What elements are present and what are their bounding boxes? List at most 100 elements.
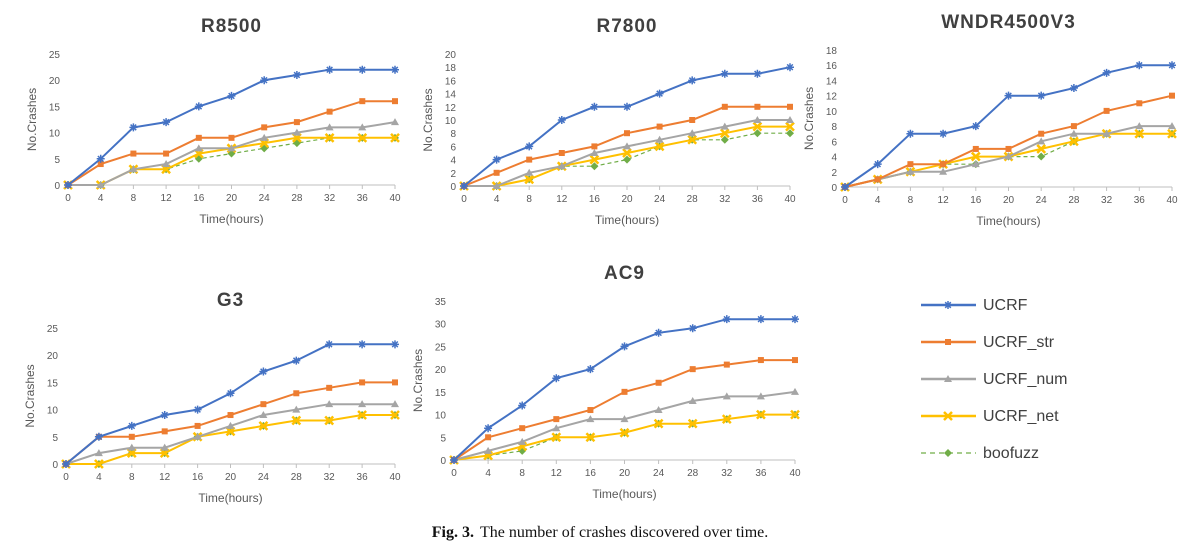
data-point [260,401,267,408]
data-point [1168,122,1176,130]
data-point [259,411,268,419]
data-point [129,123,138,132]
data-point [551,432,562,443]
data-point [391,400,399,408]
data-point [292,405,301,413]
data-point [96,154,105,163]
data-point [1169,92,1175,99]
y-tick-label: 12 [826,92,838,103]
data-point [518,401,527,410]
x-tick-label: 8 [519,468,525,479]
data-point [1069,84,1078,93]
y-tick-label: 16 [826,61,838,72]
y-tick-label: 35 [435,297,447,308]
y-axis-label: No.Crashes [25,88,39,151]
data-point [261,124,268,131]
y-tick-label: 25 [435,342,447,353]
series-line [453,390,796,461]
data-point [940,161,947,168]
legend-item-ucrf-str: UCRF_str [921,334,1055,351]
data-point [292,356,301,365]
data-point [874,176,881,183]
x-tick-label: 40 [389,472,401,483]
data-point [485,434,492,441]
data-point [1103,107,1110,114]
data-point [358,65,367,74]
data-point [526,156,533,163]
data-point [324,415,335,426]
data-point [687,418,698,429]
data-point [791,387,799,395]
data-point [654,406,663,414]
y-tick-label: 10 [445,116,457,127]
x-tick-label: 36 [357,193,369,204]
data-point [722,392,731,400]
data-point [492,155,501,164]
series-ucrf-net [63,132,400,190]
data-point [524,174,535,185]
data-point [939,129,948,138]
x-tick-label: 36 [752,194,764,205]
x-tick-label: 4 [485,468,491,479]
data-point [1069,136,1079,147]
data-point [721,414,732,424]
y-tick-label: 5 [54,155,60,166]
data-point [97,161,104,168]
data-point [623,102,631,111]
data-point [391,340,399,349]
data-point [1005,145,1012,152]
x-tick-label: 12 [159,472,171,483]
y-tick-label: 0 [52,460,58,471]
caption-text: The number of crashes discovered over ti… [479,524,769,541]
data-point [558,150,565,156]
y-tick-label: 18 [445,63,457,74]
y-tick-label: 8 [450,129,456,140]
x-axis-label: Time(hours) [592,487,656,501]
data-point [194,144,203,152]
data-point [786,63,794,72]
chart-title: R7800 [597,16,658,37]
chart-title: G3 [217,290,244,311]
data-point [484,446,493,454]
data-point [791,315,799,324]
data-point [1168,61,1176,70]
x-tick-label: 12 [938,195,950,206]
data-point [721,103,728,110]
series-line [463,66,791,187]
x-tick-label: 32 [1101,195,1113,206]
legend-item-boofuzz: boofuzz [921,445,1039,462]
x-tick-label: 28 [687,194,699,205]
y-tick-label: 14 [826,76,838,87]
data-point [525,168,534,176]
data-point [195,134,202,141]
y-tick-label: 16 [445,76,457,87]
data-point [293,390,300,397]
data-point [450,456,458,464]
series-ucrf-net [459,121,795,191]
data-point [1167,128,1177,139]
x-tick-label: 16 [193,193,205,204]
data-point [359,379,366,386]
data-point [392,379,398,386]
y-tick-label: 15 [435,388,447,399]
y-tick-label: 5 [52,433,58,444]
data-point [585,432,596,443]
series-boofuzz [64,133,399,189]
data-point [130,150,137,157]
data-point [591,143,598,150]
series-ucrf [450,315,799,464]
y-tick-label: 25 [49,50,61,61]
y-axis-label: No.Crashes [23,364,37,427]
y-tick-label: 8 [831,122,837,133]
data-point [971,122,980,131]
data-point [390,132,400,143]
data-point [1004,152,1013,160]
data-point [161,428,168,435]
data-point [757,357,764,364]
data-point [619,427,630,438]
x-tick-label: 40 [389,193,401,204]
y-tick-label: 18 [826,46,838,57]
data-point [753,129,762,138]
